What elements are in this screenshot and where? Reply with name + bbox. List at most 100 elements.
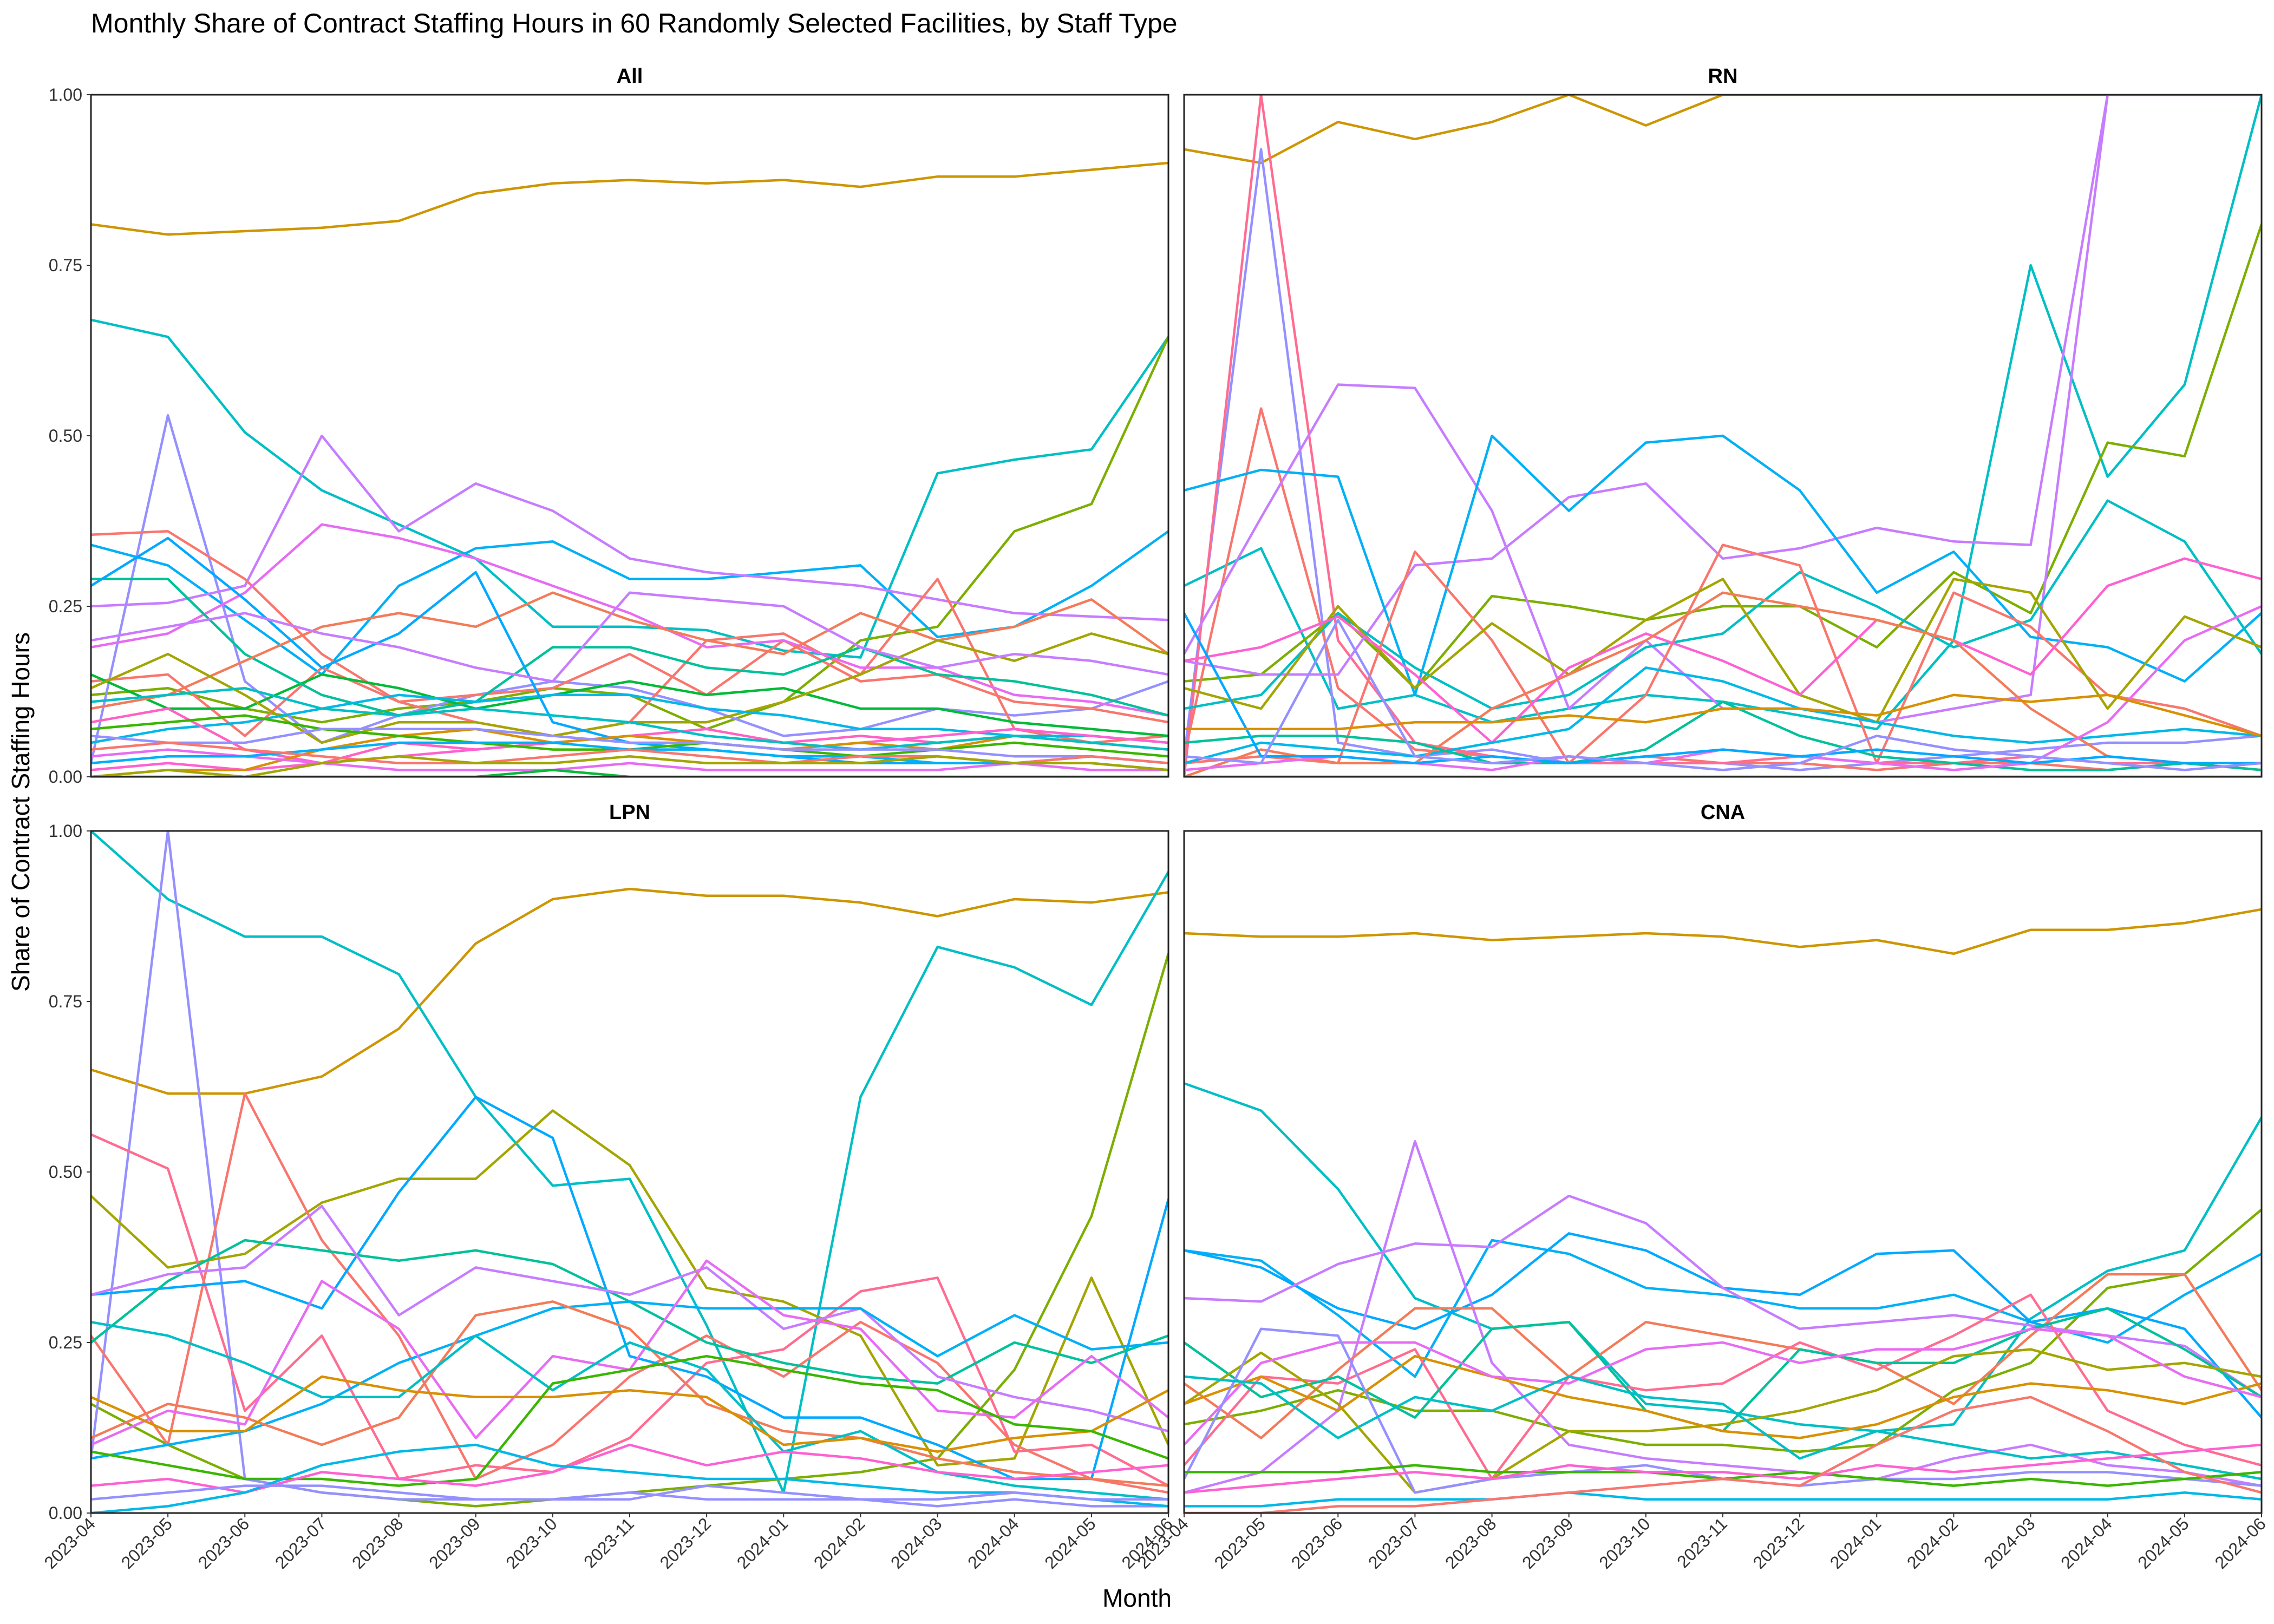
x-tick-label: 2024-05: [2134, 1514, 2192, 1572]
series-line-18: [1184, 1491, 2262, 1508]
x-tick-label: 2023-07: [1364, 1514, 1423, 1572]
panel-strip-label: LPN: [609, 801, 650, 824]
series-line-21: [1184, 618, 2262, 771]
chart-title: Monthly Share of Contract Staffing Hours…: [91, 8, 1178, 38]
series-line-11: [91, 1300, 1168, 1460]
series-line-8: [1184, 1273, 2262, 1439]
y-tick-label: 0.75: [49, 992, 82, 1011]
series-group: [91, 161, 1168, 777]
x-tick-label: 2023-08: [348, 1514, 407, 1572]
series-line-9: [1184, 434, 2262, 697]
x-tick-label: 2023-07: [271, 1514, 330, 1572]
x-tick-label: 2024-03: [1980, 1514, 2038, 1572]
x-tick-label: 2023-09: [1518, 1514, 1577, 1572]
series-line-1: [91, 161, 1168, 236]
series-line-12: [91, 591, 1168, 710]
series-line-2: [91, 318, 1168, 659]
series-line-13: [91, 1300, 1168, 1487]
series-line-7: [91, 1092, 1168, 1494]
x-tick-label: 2023-11: [1673, 1514, 1731, 1571]
series-group: [1184, 908, 2262, 1513]
series-line-21: [91, 728, 1168, 765]
panel-strip-label: RN: [1708, 65, 1738, 88]
x-tick-label: 2024-01: [733, 1514, 792, 1572]
series-line-6: [91, 434, 1168, 621]
panel-all: All 0.00 0.25 0.50 0.75 1.00: [49, 65, 1169, 787]
series-line-9: [1184, 1293, 2262, 1481]
panel-border: [1183, 94, 2263, 778]
x-tick-label: 2023-08: [1441, 1514, 1500, 1572]
y-tick-label: 0.25: [49, 597, 82, 616]
y-tick-label: 0.75: [49, 256, 82, 275]
series-line-27: [91, 755, 1168, 777]
x-tick-label: 2023-05: [117, 1514, 176, 1572]
series-line-14: [91, 693, 1168, 744]
series-line-15: [91, 1375, 1168, 1453]
y-tick-label: 0.00: [49, 767, 82, 787]
series-line-12: [1184, 1354, 2262, 1439]
series-line-19: [1184, 1396, 2262, 1513]
series-line-7: [1184, 1140, 2262, 1494]
series-line-9: [91, 523, 1168, 717]
y-tick-label: 0.50: [49, 1162, 82, 1182]
series-line-11: [1184, 543, 2262, 765]
series-line-11: [91, 578, 1168, 717]
y-tick-label: 0.50: [49, 426, 82, 446]
x-tick-label: 2024-01: [1826, 1514, 1885, 1572]
panel-rn: RN: [1183, 65, 2263, 778]
x-tick-label: 2024-04: [964, 1514, 1022, 1572]
series-line-11: [1184, 1348, 2262, 1494]
series-line-7: [1184, 95, 2262, 724]
series-group: [1184, 95, 2262, 777]
series-line-15: [1184, 1375, 2262, 1481]
x-tick-label: 2024-06: [2211, 1514, 2269, 1572]
x-tick-label: 2023-12: [656, 1514, 715, 1572]
series-line-10: [1184, 499, 2262, 710]
series-line-14: [91, 1320, 1168, 1501]
x-axis-title: Month: [1102, 1584, 1172, 1612]
x-tick-label: 2024-03: [887, 1514, 945, 1572]
x-tick-label: 2023-10: [502, 1514, 560, 1572]
series-line-18: [91, 1443, 1168, 1513]
x-tick-label: 2023-06: [194, 1514, 253, 1572]
panel-border: [90, 94, 1169, 778]
series-line-1: [91, 887, 1168, 1095]
series-line-3: [1184, 1208, 2262, 1453]
series-line-17: [1184, 1443, 2262, 1494]
series-line-4: [1184, 1239, 2262, 1378]
x-tick-label: 2024-02: [1903, 1514, 1962, 1572]
series-line-10: [91, 673, 1168, 737]
series-line-13: [1184, 557, 2262, 744]
series-line-15: [1184, 591, 2262, 777]
x-tick-label: 2024-02: [810, 1514, 868, 1572]
series-line-19: [1184, 612, 2262, 765]
x-tick-label: 2023-11: [580, 1514, 638, 1571]
x-tick-label: 2023-12: [1749, 1514, 1808, 1572]
series-line-6: [91, 1133, 1168, 1487]
series-line-10: [91, 1204, 1168, 1433]
series-line-1: [1184, 908, 2262, 955]
y-tick-label: 1.00: [49, 821, 82, 841]
series-line-5: [1184, 407, 2262, 771]
panel-strip-label: All: [617, 65, 643, 88]
series-group: [91, 831, 1168, 1513]
x-tick-label: 2023-09: [425, 1514, 483, 1572]
series-line-25: [91, 591, 1168, 683]
series-line-7: [91, 530, 1168, 724]
series-line-3: [91, 336, 1168, 731]
y-axis-title: Share of Contract Staffing Hours: [6, 632, 35, 992]
y-tick-label: 0.25: [49, 1333, 82, 1352]
series-line-16: [91, 1354, 1168, 1487]
x-tick-label: 2024-04: [2057, 1514, 2115, 1572]
x-tick-label: 2023-10: [1595, 1514, 1654, 1572]
series-line-2: [1184, 1082, 2262, 1433]
panels-layer: All 0.00 0.25 0.50 0.75 1.00 RN LPN 0.00 0.25 0.50…: [40, 65, 2269, 1573]
series-line-18: [91, 728, 1168, 777]
series-line-22: [91, 748, 1168, 771]
series-line-1: [1184, 95, 2262, 165]
y-tick-label: 1.00: [49, 85, 82, 104]
series-line-26: [91, 741, 1168, 765]
x-tick-label: 2023-05: [1211, 1514, 1269, 1572]
